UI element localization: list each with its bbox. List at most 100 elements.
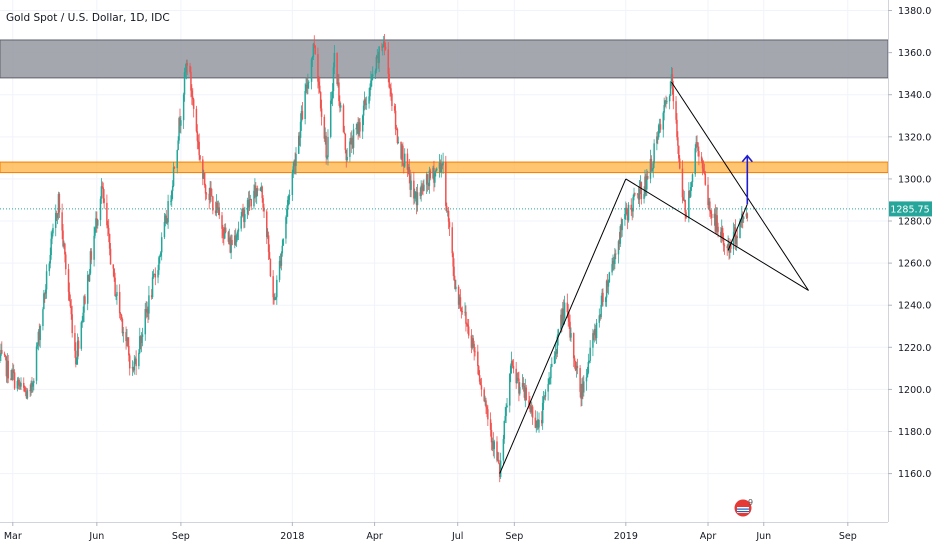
candle-body — [154, 273, 157, 278]
last-price-value: 1285.75 — [890, 204, 929, 215]
candle-body — [243, 209, 245, 223]
candle-body — [16, 380, 19, 389]
x-axis[interactable]: Mar Jun Sep 2018 Apr Jul Sep 2019 Apr Jun Sep — [4, 522, 857, 542]
candle-body — [25, 391, 28, 399]
candle-body — [369, 87, 371, 97]
candle-body — [509, 373, 511, 406]
candle-body — [593, 333, 595, 336]
y-tick-label: 1180.00 — [898, 427, 932, 438]
candle-body — [414, 191, 417, 198]
candle-body — [688, 190, 690, 218]
candle-body — [708, 201, 710, 206]
candle-body — [601, 292, 603, 305]
candle-body — [735, 236, 738, 244]
candle-body — [457, 286, 460, 305]
candle-body — [356, 123, 358, 128]
candle-body — [145, 309, 147, 313]
y-tick-label: 1160.00 — [898, 469, 932, 480]
candle-body — [677, 137, 679, 146]
candle-body — [529, 405, 531, 407]
candle-body — [664, 100, 666, 106]
candle-body — [407, 167, 410, 170]
candle-body — [714, 213, 717, 232]
candle-body — [95, 218, 97, 229]
candle-body — [189, 65, 191, 72]
candle-body — [340, 105, 342, 108]
candle-body — [260, 186, 263, 189]
candle-body — [285, 217, 287, 239]
candle-body — [7, 360, 9, 379]
candle-body — [653, 143, 655, 164]
candle-body — [530, 406, 532, 413]
x-tick-label: Apr — [700, 531, 717, 542]
candle-body — [115, 295, 117, 297]
candle-body — [352, 129, 355, 148]
candle-body — [308, 81, 310, 83]
candle-body — [317, 54, 319, 82]
candle-body — [396, 129, 399, 144]
candle-body — [278, 260, 281, 280]
candle-body — [44, 289, 47, 294]
candle-body — [492, 441, 495, 450]
candle-body — [555, 351, 558, 354]
candle-body — [487, 409, 489, 420]
candle-body — [275, 297, 277, 299]
candle-body — [620, 226, 622, 231]
candle-body — [44, 293, 46, 295]
candle-body — [362, 105, 365, 116]
candle-body — [458, 297, 461, 305]
candle-body — [523, 385, 526, 398]
candle-body — [81, 321, 83, 323]
candle-body — [455, 286, 457, 289]
candle-body — [536, 420, 538, 424]
candle-body — [30, 383, 32, 392]
candle-body — [90, 251, 93, 260]
candle-body — [542, 396, 545, 403]
candle-body — [684, 199, 686, 213]
candle-body — [696, 142, 698, 143]
candle-body — [350, 137, 353, 145]
candle-body — [668, 95, 671, 102]
candle-body — [255, 188, 258, 197]
candle-body — [465, 311, 467, 324]
candle-body — [567, 312, 569, 319]
trend-line-lower-leg — [727, 203, 748, 251]
candle-body — [689, 190, 691, 197]
candle-body — [581, 383, 583, 399]
candle-body — [496, 441, 498, 461]
candle-body — [80, 322, 83, 349]
y-tick-label: 1200.00 — [898, 385, 932, 396]
candle-body — [83, 296, 85, 313]
candle-body — [713, 213, 716, 219]
candle-body — [580, 391, 582, 399]
candle-body — [636, 193, 639, 195]
candle-body — [255, 185, 257, 197]
candle-body — [11, 369, 13, 380]
y-axis[interactable]: 1380.00 1360.00 1340.00 1320.00 1300.00 1280.… — [888, 6, 932, 480]
last-price-label: 1285.75 — [889, 201, 932, 217]
candle-body — [54, 213, 57, 228]
candle-body — [218, 207, 221, 216]
candle-body — [306, 84, 308, 89]
candle-body — [732, 231, 735, 249]
flag-badge-icon[interactable]: 9 — [734, 498, 754, 517]
candle-body — [586, 372, 589, 378]
candle-body — [611, 264, 613, 273]
candle-body — [562, 308, 564, 326]
candle-body — [646, 176, 648, 190]
candle-body — [551, 363, 553, 367]
candle-body — [274, 298, 276, 300]
candle-body — [394, 110, 397, 130]
candle-body — [689, 187, 692, 197]
candle-body — [690, 182, 693, 188]
candle-body — [196, 131, 199, 141]
candle-body — [244, 214, 246, 223]
candle-body — [649, 158, 652, 179]
candle-body — [134, 358, 136, 362]
candle-body — [720, 228, 723, 238]
candle-body — [541, 419, 543, 424]
candle-body — [453, 266, 455, 280]
candle-body — [627, 204, 630, 221]
candle-body — [195, 108, 198, 132]
candle-body — [599, 315, 601, 318]
